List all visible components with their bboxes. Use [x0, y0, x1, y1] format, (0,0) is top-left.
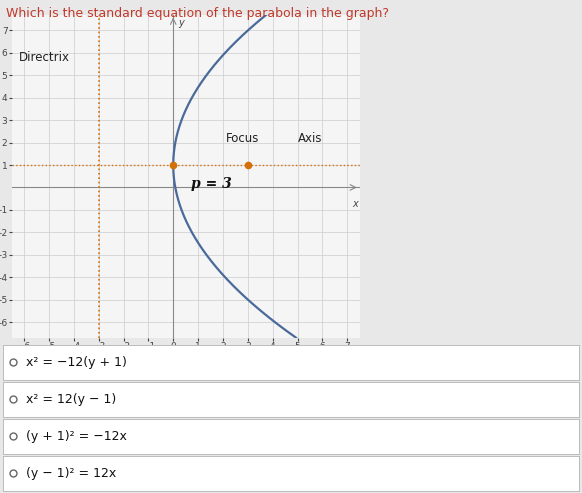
Text: (y + 1)² = −12x: (y + 1)² = −12x	[26, 429, 127, 443]
Text: Which is the standard equation of the parabola in the graph?: Which is the standard equation of the pa…	[6, 7, 389, 20]
Text: (y − 1)² = 12x: (y − 1)² = 12x	[26, 466, 116, 480]
Text: Directrix: Directrix	[19, 51, 69, 64]
Text: x² = 12(y − 1): x² = 12(y − 1)	[26, 392, 116, 406]
Text: x² = −12(y + 1): x² = −12(y + 1)	[26, 355, 127, 369]
Text: x: x	[353, 199, 359, 209]
Text: p = 3: p = 3	[191, 177, 232, 191]
Text: Axis: Axis	[298, 132, 322, 144]
Text: Focus: Focus	[226, 132, 260, 144]
Text: y: y	[178, 18, 184, 28]
